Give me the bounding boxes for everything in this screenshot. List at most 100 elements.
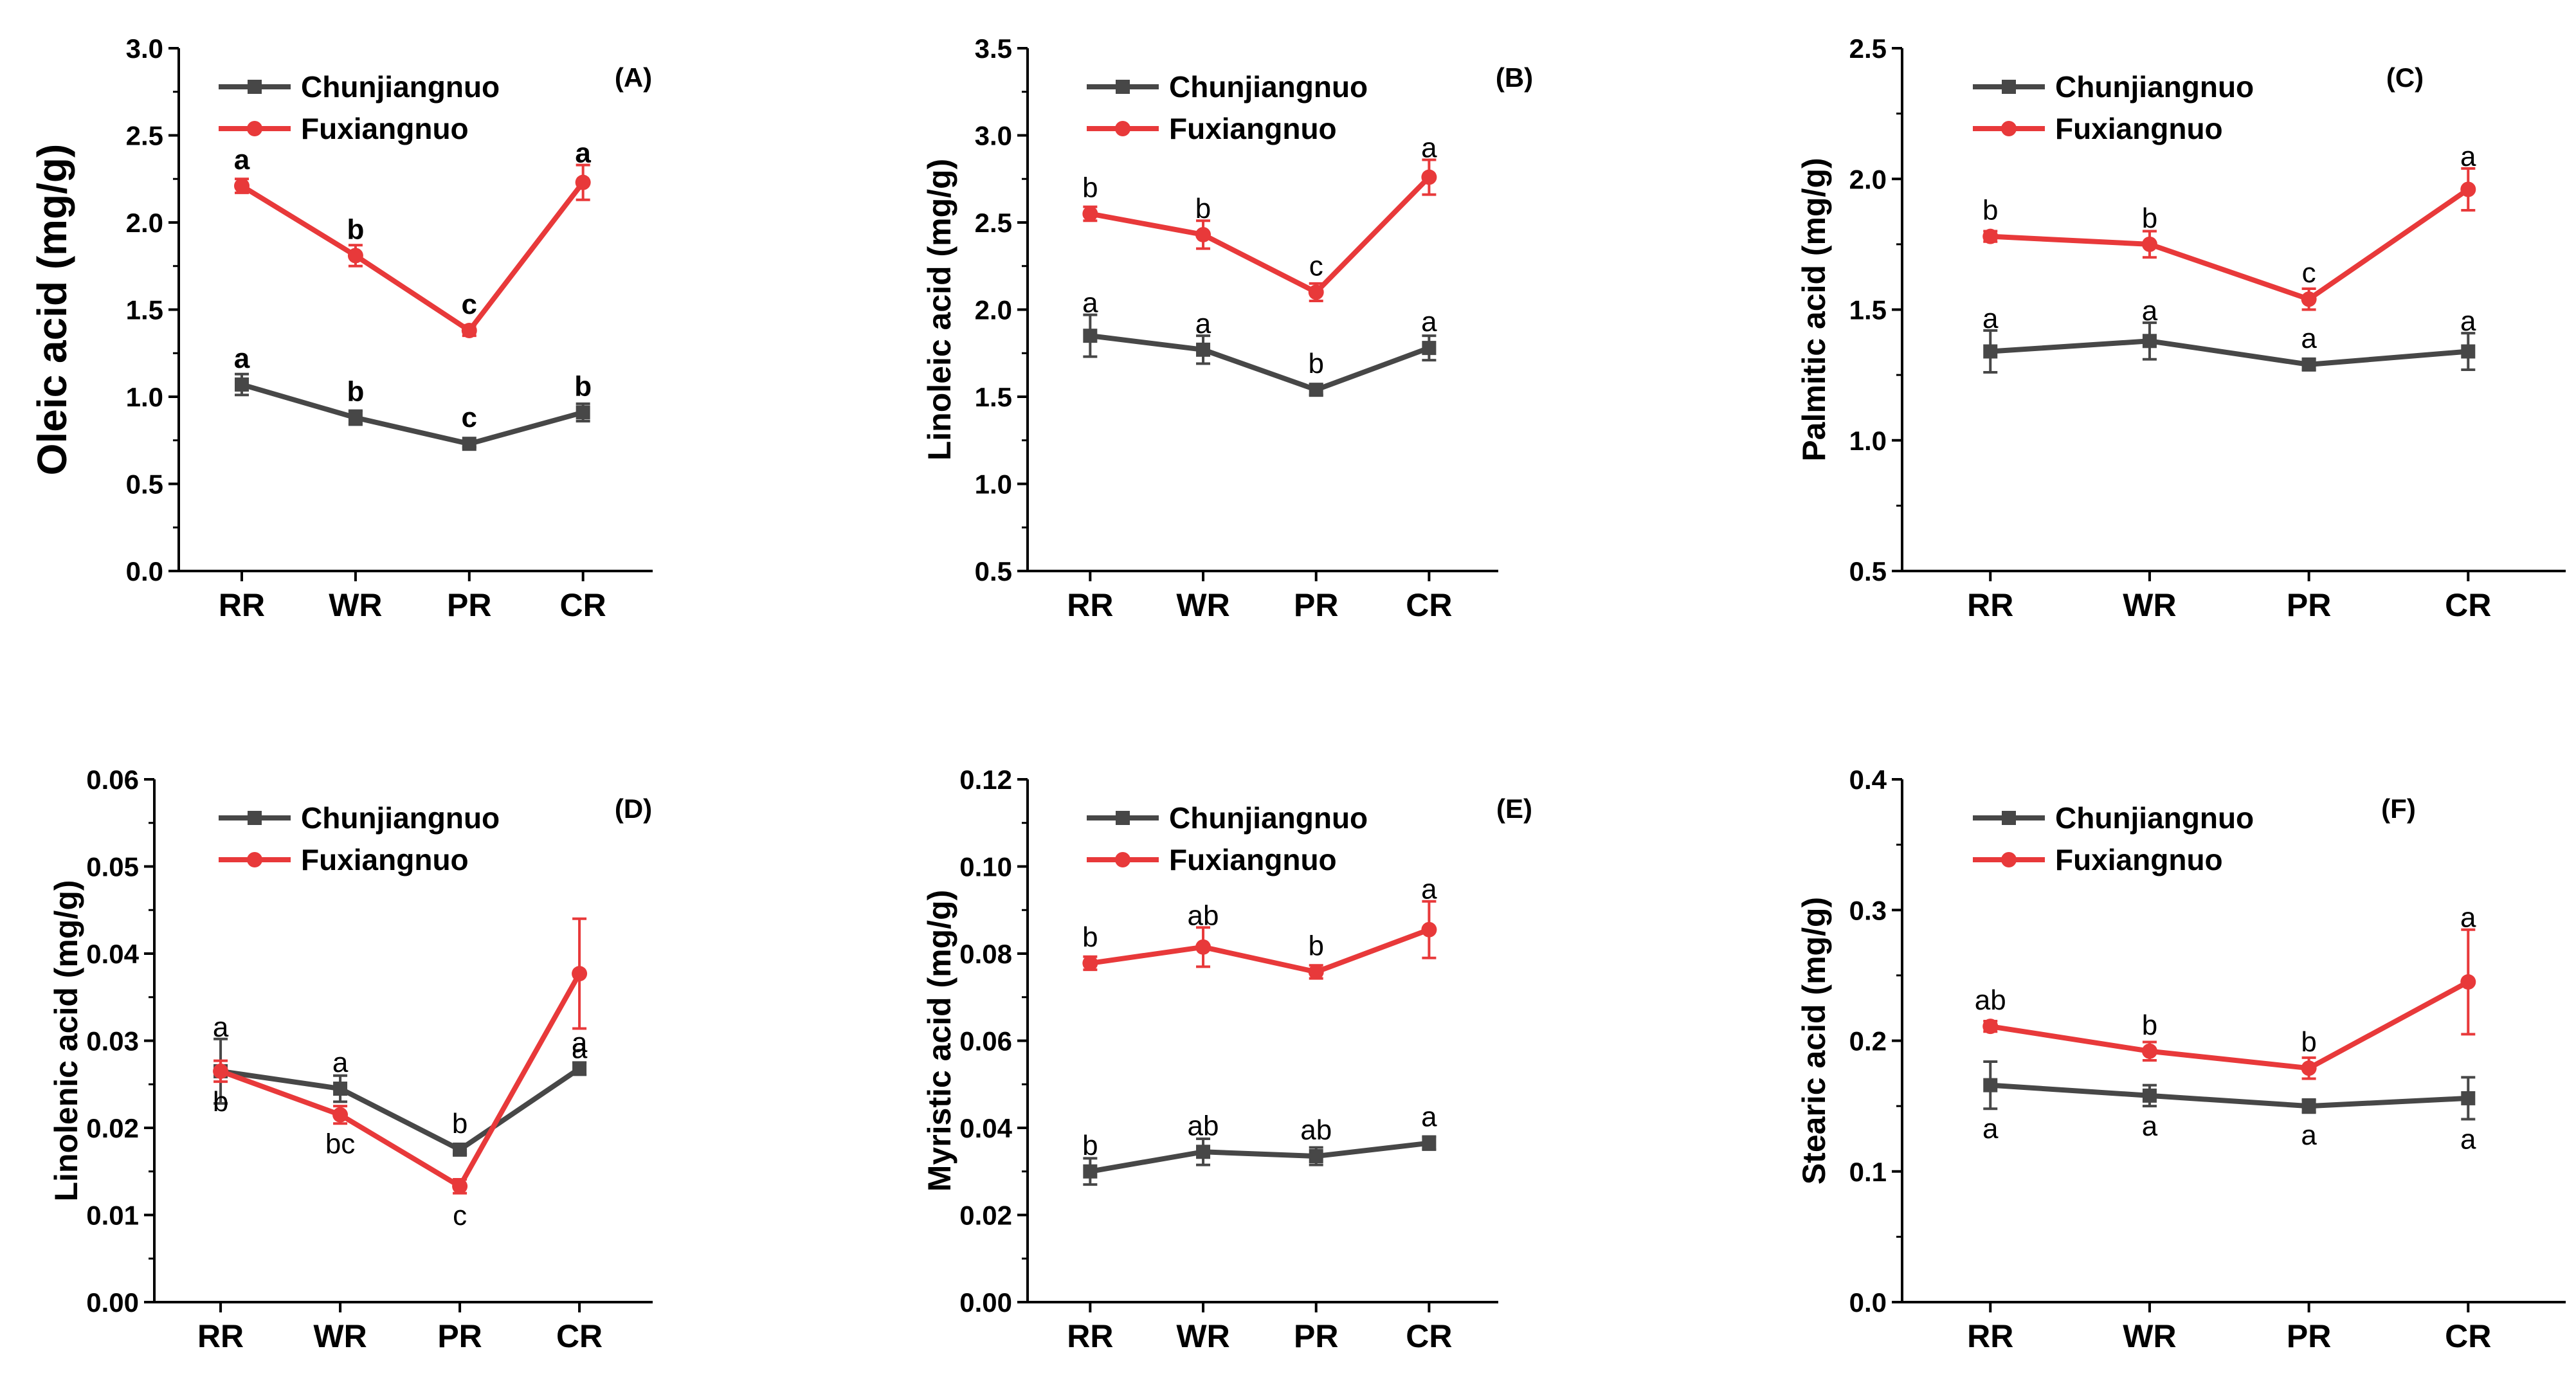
panel-b-point-chunjiangnuo: [1309, 383, 1323, 397]
panel-b-annotation-fuxiangnuo: b: [1082, 172, 1098, 203]
panel-a-ytick-label: 0.5: [126, 469, 163, 500]
panel-f-series-line-fuxiangnuo: [1990, 979, 2470, 1071]
panel-c-xtick-label-rr: RR: [1967, 587, 2013, 623]
panel-c-ytick-label: 2.5: [1849, 33, 1887, 64]
panel-c-legend-marker-chunjiangnuo: [2002, 80, 2016, 94]
panel-a-annotation-chunjiangnuo: b: [347, 376, 364, 408]
panel-f-annotation-fuxiangnuo: ab: [1975, 984, 2006, 1016]
panel-a-annotation-fuxiangnuo: b: [347, 213, 364, 245]
panel-b-point-fuxiangnuo: [1195, 226, 1211, 242]
panel-c-series-line-chunjiangnuo: [1990, 338, 2469, 367]
panel-b-ytick-label: 1.0: [975, 469, 1012, 500]
panel-a-ytick-label: 0.0: [126, 556, 163, 586]
panel-d-annotation-chunjiangnuo: a: [213, 1011, 229, 1043]
panel-f-ytick-label: 0.3: [1849, 895, 1887, 925]
panel-b-annotation-fuxiangnuo: c: [1309, 250, 1323, 282]
panel-e-annotation-chunjiangnuo: a: [1421, 1101, 1437, 1133]
panel-a-legend-chunjiangnuo: Chunjiangnuo: [301, 70, 500, 104]
panel-a-annotation-chunjiangnuo: c: [462, 402, 477, 433]
panel-a-xtick-label-rr: RR: [219, 587, 265, 623]
panel-d-point-fuxiangnuo: [452, 1178, 468, 1194]
panel-a-ytick-label: 3.0: [126, 33, 163, 64]
panel-e-annotation-fuxiangnuo: a: [1421, 874, 1437, 905]
panel-e-point-chunjiangnuo: [1422, 1136, 1437, 1150]
panel-a-xtick-label-wr: WR: [329, 587, 382, 623]
panel-e-point-chunjiangnuo: [1083, 1164, 1098, 1179]
panel-e-ytick-label: 0.04: [959, 1113, 1012, 1143]
panel-a-point-fuxiangnuo: [234, 178, 250, 194]
panel-d-title: (D): [615, 793, 652, 824]
panel-c-xtick-label-cr: CR: [2445, 587, 2491, 623]
panel-f-point-chunjiangnuo: [2461, 1091, 2476, 1105]
panel-a-annotation-chunjiangnuo: b: [574, 370, 592, 402]
panel-f-legend-fuxiangnuo: Fuxiangnuo: [2055, 843, 2223, 876]
panel-e-ytick-label: 0.02: [959, 1201, 1012, 1231]
panel-d-annotation-fuxiangnuo: bc: [325, 1129, 355, 1160]
panel-a-legend-marker-fuxiangnuo: [247, 121, 262, 136]
panel-c-annotation-chunjiangnuo: a: [2301, 323, 2317, 354]
panel-b-ytick-label: 0.5: [975, 556, 1012, 586]
panel-b-ylabel: Linoleic acid (mg/g): [921, 159, 957, 460]
panel-b-legend-marker-chunjiangnuo: [1116, 80, 1130, 94]
panel-a-xtick-label-pr: PR: [447, 587, 491, 623]
panel-b-annotation-chunjiangnuo: b: [1308, 348, 1323, 379]
panel-f-xtick-label-wr: WR: [2123, 1318, 2176, 1354]
panel-c-annotation-chunjiangnuo: a: [2142, 295, 2158, 327]
panel-d-xtick-label-pr: PR: [437, 1318, 482, 1354]
panel-d-point-fuxiangnuo: [332, 1107, 349, 1123]
panel-f-point-fuxiangnuo: [2141, 1043, 2157, 1059]
panel-c-annotation-chunjiangnuo: a: [1982, 303, 1999, 334]
panel-f-legend-marker-fuxiangnuo: [2001, 852, 2017, 867]
panel-d-point-chunjiangnuo: [572, 1061, 587, 1076]
panel-c-xtick-label-pr: PR: [2287, 587, 2331, 623]
panel-e-legend-chunjiangnuo: Chunjiangnuo: [1169, 801, 1368, 835]
panel-c-ytick-label: 1.0: [1849, 426, 1887, 456]
panel-f-xtick-label-cr: CR: [2445, 1318, 2491, 1354]
panel-e-series-line-chunjiangnuo: [1089, 1140, 1429, 1174]
panel-f-annotation-chunjiangnuo: a: [2301, 1120, 2317, 1151]
panel-a-point-chunjiangnuo: [235, 377, 249, 392]
panel-e-xtick-label-cr: CR: [1406, 1318, 1452, 1354]
panel-e-title: (E): [1496, 793, 1532, 824]
panel-e-annotation-chunjiangnuo: ab: [1300, 1114, 1332, 1146]
panel-d-series-line-chunjiangnuo: [220, 1066, 581, 1152]
panel-d-annotation-fuxiangnuo: b: [213, 1086, 228, 1118]
panel-a-series-line-chunjiangnuo: [240, 382, 584, 447]
panel-e-point-fuxiangnuo: [1421, 921, 1437, 938]
panel-c-point-fuxiangnuo: [2301, 291, 2317, 307]
panel-b-series-line-fuxiangnuo: [1089, 175, 1431, 295]
panel-b-point-chunjiangnuo: [1083, 329, 1098, 343]
panel-e: Myristic acid (mg/g) (E) Chunjiangnuo Fu…: [921, 765, 1532, 1354]
panel-e-annotation-fuxiangnuo: b: [1082, 921, 1098, 953]
panel-a-legend-marker-chunjiangnuo: [248, 80, 262, 94]
panel-a-point-fuxiangnuo: [347, 248, 363, 264]
panel-d-ytick-label: 0.00: [86, 1287, 139, 1318]
panel-b-ytick-label: 2.5: [975, 208, 1012, 238]
panel-e-point-chunjiangnuo: [1196, 1145, 1211, 1159]
panel-b-xtick-label-wr: WR: [1176, 587, 1229, 623]
panel-a-ylabel: Oleic acid (mg/g): [29, 144, 75, 476]
panel-f-ytick-label: 0.0: [1849, 1287, 1887, 1318]
panel-b-ytick-label: 1.5: [975, 382, 1012, 412]
panel-b-legend-marker-fuxiangnuo: [1115, 121, 1130, 136]
panel-f-ytick-label: 0.4: [1849, 765, 1887, 795]
panel-f-point-chunjiangnuo: [1983, 1078, 1998, 1092]
panel-e-xtick-label-rr: RR: [1067, 1318, 1113, 1354]
panel-c-ytick-label: 0.5: [1849, 556, 1887, 586]
panel-d-ytick-label: 0.01: [86, 1201, 139, 1231]
panel-d-point-chunjiangnuo: [453, 1142, 467, 1157]
panel-f-point-fuxiangnuo: [1982, 1019, 1999, 1035]
panel-d-ytick-label: 0.05: [86, 852, 139, 882]
panel-b-annotation-fuxiangnuo: b: [1195, 193, 1211, 224]
panel-b-annotation-chunjiangnuo: a: [1421, 306, 1437, 338]
panel-e-point-chunjiangnuo: [1309, 1149, 1323, 1164]
panel-e-annotation-chunjiangnuo: ab: [1188, 1110, 1219, 1141]
panel-b-point-fuxiangnuo: [1082, 206, 1098, 222]
panel-c-annotation-chunjiangnuo: a: [2460, 305, 2476, 337]
panel-f-point-chunjiangnuo: [2301, 1099, 2316, 1114]
panel-e-ytick-label: 0.12: [959, 765, 1012, 795]
panel-b-xtick-label-rr: RR: [1067, 587, 1113, 623]
panel-a-annotation-fuxiangnuo: a: [234, 144, 250, 176]
panel-e-annotation-chunjiangnuo: b: [1082, 1130, 1098, 1161]
panel-b: Linoleic acid (mg/g) (B) Chunjiangnuo Fu…: [921, 33, 1533, 623]
